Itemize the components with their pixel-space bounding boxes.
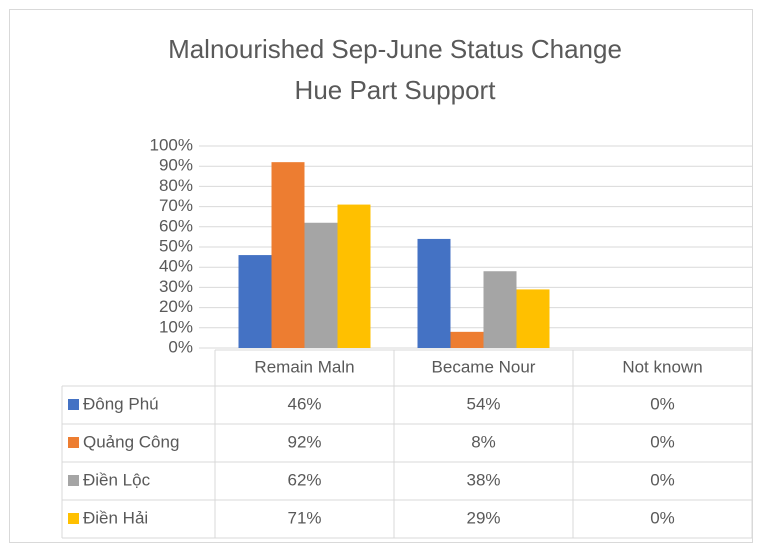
chart-title: Hue Part Support (295, 75, 497, 105)
chart-title: Malnourished Sep-June Status Change (168, 34, 622, 64)
y-tick-label: 20% (159, 297, 193, 316)
y-tick-label: 80% (159, 176, 193, 195)
data-label: 0% (650, 470, 675, 489)
y-tick-label: 50% (159, 236, 193, 255)
data-label: 62% (287, 470, 321, 489)
legend-swatch (68, 437, 79, 448)
y-tick-label: 40% (159, 257, 193, 276)
bar (417, 238, 451, 348)
x-tick-label: Remain Maln (254, 357, 354, 376)
data-label: 8% (471, 432, 496, 451)
y-tick-label: 10% (159, 317, 193, 336)
data-label: 0% (650, 394, 675, 413)
legend-swatch (68, 475, 79, 486)
bar (337, 204, 371, 348)
y-tick-label: 70% (159, 196, 193, 215)
y-tick-label: 90% (159, 156, 193, 175)
data-label: 38% (466, 470, 500, 489)
legend-label: Điền Hải (83, 508, 148, 527)
x-tick-label: Became Nour (432, 357, 536, 376)
data-label: 0% (650, 432, 675, 451)
legend-label: Quảng Công (83, 432, 179, 451)
data-label: 71% (287, 508, 321, 527)
y-tick-label: 60% (159, 216, 193, 235)
data-label: 29% (466, 508, 500, 527)
bar (238, 255, 272, 348)
data-label: 46% (287, 394, 321, 413)
chart-frame (9, 9, 753, 543)
y-tick-label: 100% (150, 135, 193, 154)
legend-swatch (68, 399, 79, 410)
bar (516, 289, 550, 348)
y-tick-label: 0% (168, 337, 193, 356)
data-label: 54% (466, 394, 500, 413)
legend-swatch (68, 513, 79, 524)
bar (271, 162, 305, 348)
x-tick-label: Not known (622, 357, 702, 376)
bar (483, 271, 517, 348)
bar (304, 222, 338, 348)
data-label: 0% (650, 508, 675, 527)
y-tick-label: 30% (159, 277, 193, 296)
legend-label: Điền Lộc (83, 470, 151, 489)
bar (450, 331, 484, 348)
data-label: 92% (287, 432, 321, 451)
legend-label: Đông Phú (83, 394, 159, 413)
